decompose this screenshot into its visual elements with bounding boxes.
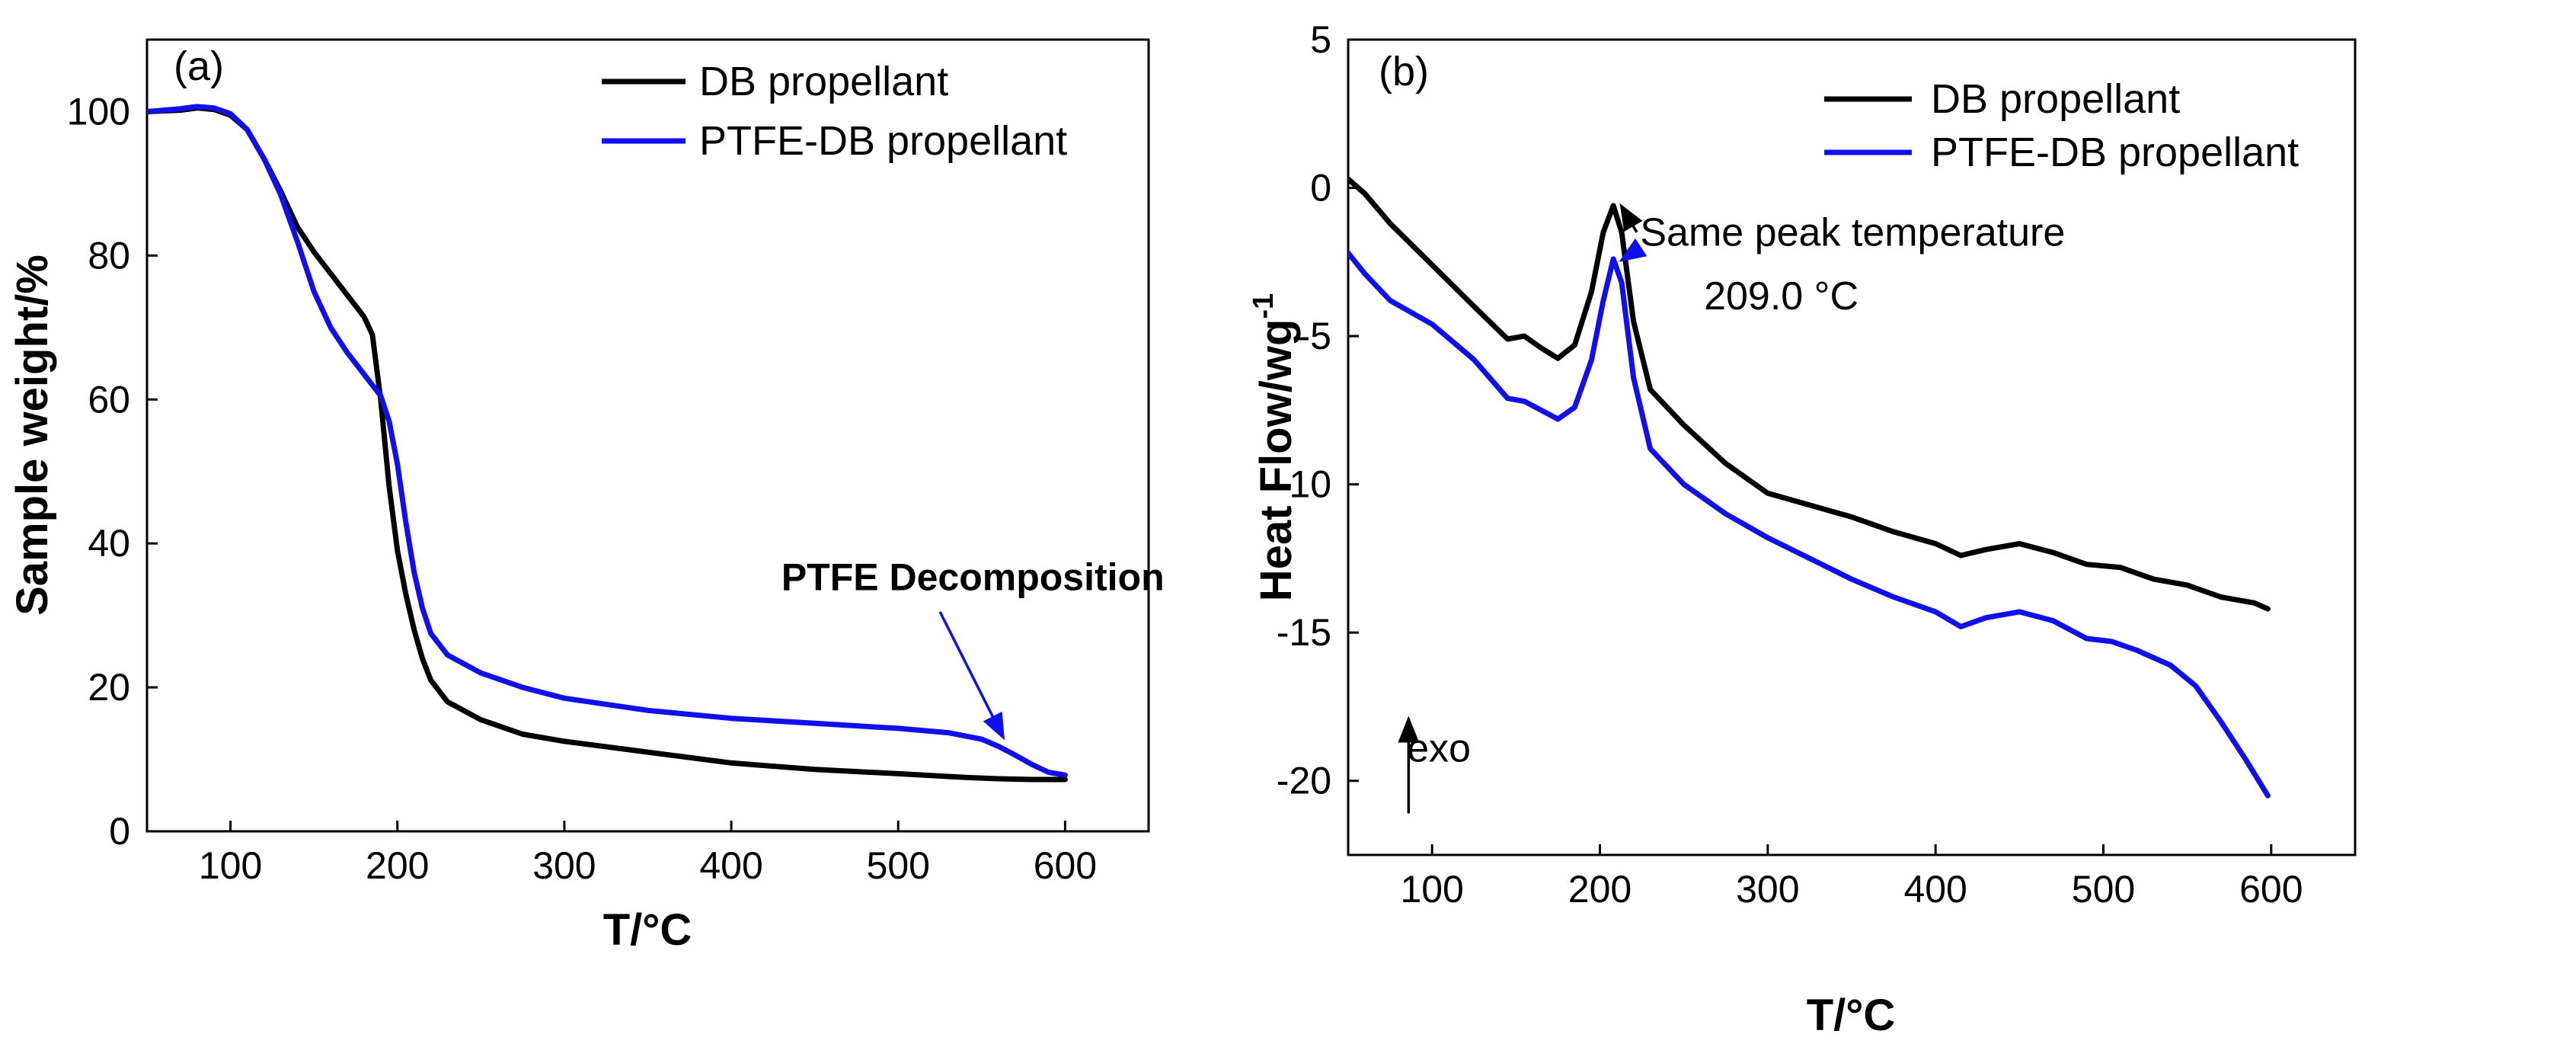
panel-b-series-line-ptfe-db: [1348, 250, 2271, 799]
panel-b-plot-frame: [1347, 38, 2357, 856]
panel-a-y-tick-label: 0: [109, 810, 130, 853]
panel-a-x-tick-label: 400: [699, 844, 762, 887]
panel-b-y-tick-label: -20: [1277, 760, 1331, 802]
panel-b-y-tick-label: -15: [1277, 611, 1331, 654]
panel-a-y-tick-label: 60: [88, 378, 130, 421]
panel-b-y-tick-label: 0: [1310, 167, 1331, 210]
panel-b-x-tick-label: 500: [2072, 868, 2135, 911]
peak-pointer-arrow-db: [1619, 203, 1643, 233]
panel-a-annotation-arrow: [938, 611, 1005, 741]
panel-b-x-tick-label: 600: [2239, 868, 2303, 911]
panel-a-plot-frame: [145, 38, 1150, 833]
panel-b-y-tick-label: -5: [1298, 315, 1331, 357]
panel-b-panel-label: (b): [1379, 49, 1429, 94]
panel-b-y-tick-label: 5: [1310, 18, 1331, 61]
panel-b-x-axis-label: T/°C: [1807, 991, 1896, 1040]
panel-b-x-tick-label: 200: [1568, 868, 1632, 911]
panel-b-annotation-text: Same peak temperature: [1640, 210, 2065, 254]
panel-a-x-tick-label: 600: [1034, 844, 1097, 887]
panel-a-series-line-ptfe-db: [147, 104, 1068, 778]
panel-b-legend-label: PTFE-DB propellant: [1931, 130, 2299, 175]
panel-a-y-tick-label: 40: [88, 522, 130, 565]
panel-b-annotation-text: 209.0 °C: [1704, 274, 1858, 319]
panel-a-legend-label: PTFE-DB propellant: [699, 118, 1067, 164]
panel-a-tga-chart: 100 200 300 400 500 600 0 20 40 60 80 100 T/°C Sample…: [8, 38, 1165, 955]
panel-a-panel-label: (a): [174, 43, 224, 89]
panel-b-y-axis-label-superscript: -1: [1248, 293, 1280, 319]
panel-b-legend-label: DB propellant: [1931, 76, 2180, 122]
panel-b-x-tick-label: 400: [1903, 868, 1967, 911]
panel-a-y-axis-label: Sample weight/%: [8, 254, 57, 616]
panel-a-x-tick-label: 300: [532, 844, 596, 887]
panel-a-x-axis-label: T/°C: [603, 905, 692, 955]
panel-b-y-axis-label: Heat Flow/wg-1: [1248, 293, 1301, 601]
panel-b-x-tick-label: 300: [1736, 868, 1799, 911]
panel-a-y-tick-label: 100: [67, 90, 130, 133]
panel-b-dsc-chart: 100 200 300 400 500 600 5 0 -5 -10 -15 -20 T/°C Heat …: [1248, 18, 2357, 1040]
panel-b-y-tick-label: -10: [1277, 463, 1331, 506]
panel-a-x-tick-label: 100: [199, 844, 262, 887]
peak-pointer-arrow-ptfe: [1619, 238, 1648, 262]
panel-a-legend-label: DB propellant: [699, 59, 948, 104]
panel-b-series-line-db: [1348, 176, 2271, 612]
panel-a-y-tick-label: 80: [88, 234, 130, 277]
panel-a-y-tick-label: 20: [88, 666, 130, 709]
panel-b-annotation-text: exo: [1407, 726, 1471, 770]
panel-a-x-tick-label: 500: [867, 844, 930, 887]
panel-a-annotation-text: PTFE Decomposition: [781, 556, 1165, 599]
panel-b-x-tick-label: 100: [1400, 868, 1463, 911]
panel-a-x-tick-label: 200: [366, 844, 429, 887]
